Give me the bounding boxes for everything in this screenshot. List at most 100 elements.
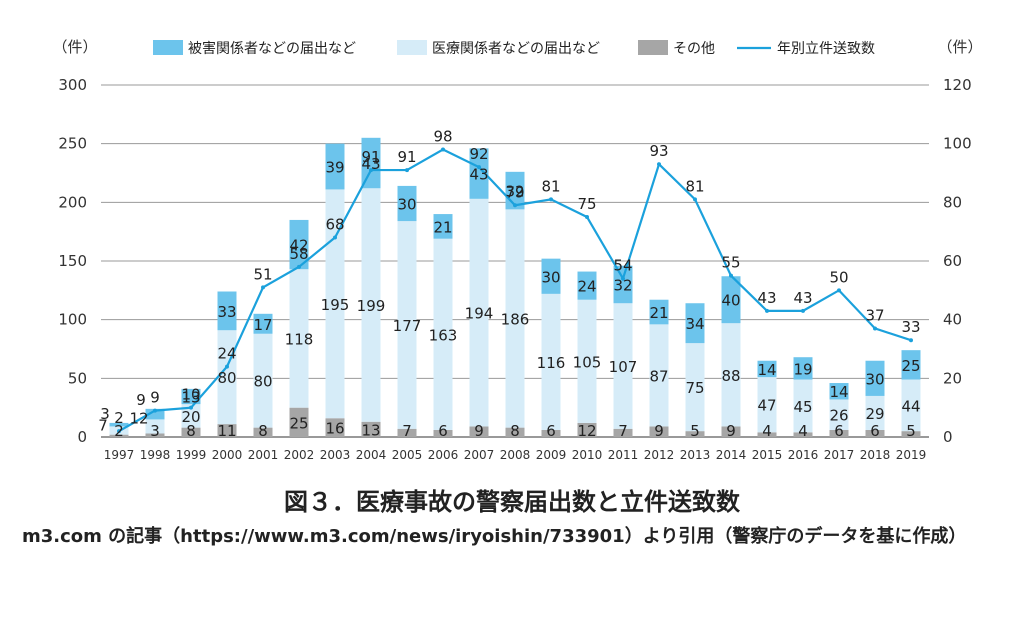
line-value-label: 24 xyxy=(217,345,236,363)
legend-label: 被害関係者などの届出など xyxy=(188,41,356,57)
x-tick-label: 2018 xyxy=(860,448,891,462)
x-tick-label: 2011 xyxy=(608,448,639,462)
legend-swatch xyxy=(638,40,668,55)
bar-segment xyxy=(865,360,885,396)
bar-segment xyxy=(901,350,921,380)
line-value-label: 54 xyxy=(613,257,632,275)
bar-segment xyxy=(757,360,777,378)
bar-segment xyxy=(721,426,741,437)
x-tick-label: 2016 xyxy=(788,448,819,462)
line-value-label: 37 xyxy=(865,306,884,324)
bar-value-label: 9 xyxy=(726,422,736,440)
bar-value-label: 5 xyxy=(690,422,700,440)
y-left-tick-label: 250 xyxy=(58,135,87,153)
bar-value-label: 39 xyxy=(325,159,344,177)
bar-segment xyxy=(181,404,201,428)
y-right-tick-label: 20 xyxy=(943,369,962,387)
bar-segment xyxy=(469,198,489,427)
bar-value-label: 105 xyxy=(573,353,602,371)
bar-segment xyxy=(793,432,813,437)
y-right-tick-label: 80 xyxy=(943,193,962,211)
bar-value-label: 80 xyxy=(217,369,236,387)
bar-segment xyxy=(361,421,381,437)
line-value-label: 79 xyxy=(505,183,524,201)
x-tick-label: 2010 xyxy=(572,448,603,462)
line-value-label: 93 xyxy=(649,142,668,160)
bar-value-label: 4 xyxy=(762,422,772,440)
bar-segment xyxy=(685,431,705,437)
bar-segment xyxy=(649,324,669,427)
bar-value-label: 116 xyxy=(537,354,566,372)
bar-value-label: 194 xyxy=(465,305,494,323)
bar-value-label: 4 xyxy=(798,422,808,440)
bar-value-label: 195 xyxy=(321,296,350,314)
bar-segment xyxy=(757,377,777,433)
bar-value-label: 12 xyxy=(577,422,596,440)
line-point xyxy=(441,147,445,152)
line-value-label: 98 xyxy=(433,128,452,146)
bar-segment xyxy=(685,343,705,432)
bar-segment xyxy=(829,429,849,437)
line-point xyxy=(693,197,697,202)
bar-segment xyxy=(541,293,561,430)
bar-segment xyxy=(649,426,669,437)
bar-segment xyxy=(361,137,381,189)
bar-segment xyxy=(721,323,741,427)
bar-value-label: 30 xyxy=(397,196,416,214)
bar-segment xyxy=(145,419,165,434)
bar-value-label: 19 xyxy=(793,360,812,378)
bar-segment xyxy=(253,313,273,334)
bar-value-label: 44 xyxy=(901,397,920,415)
bar-value-label: 6 xyxy=(546,422,556,440)
line-point xyxy=(621,276,625,281)
bar-value-label: 43 xyxy=(361,155,380,173)
bar-segment xyxy=(613,265,633,304)
bar-segment xyxy=(757,432,777,437)
bar-value-label: 6 xyxy=(438,422,448,440)
y-right-tick-label: 120 xyxy=(943,76,972,94)
bar-segment xyxy=(253,333,273,428)
line-point xyxy=(801,308,805,313)
bar-value-label: 25 xyxy=(901,357,920,375)
bar-value-label: 13 xyxy=(361,421,380,439)
legend-label: 医療関係者などの届出など xyxy=(432,40,600,57)
bar-segment xyxy=(253,427,273,437)
line-point xyxy=(729,273,733,278)
x-tick-label: 2003 xyxy=(320,448,351,462)
bar-value-label: 199 xyxy=(357,297,386,315)
bar-value-label: 177 xyxy=(393,317,422,335)
line-point xyxy=(297,264,301,269)
bar-value-label: 7 xyxy=(618,422,628,440)
x-tick-label: 2017 xyxy=(824,448,855,462)
line-value-label: 75 xyxy=(577,195,596,213)
bar-segment xyxy=(901,379,921,432)
bar-segment xyxy=(829,383,849,400)
bar-value-label: 32 xyxy=(505,183,524,201)
bar-segment xyxy=(145,408,165,420)
line-point xyxy=(873,326,877,331)
line-value-label: 91 xyxy=(361,148,380,166)
y-right-unit: （件） xyxy=(937,38,982,56)
y-left-tick-label: 100 xyxy=(58,311,87,329)
bar-value-label: 21 xyxy=(649,304,668,322)
x-tick-label: 2008 xyxy=(500,448,531,462)
bar-value-label: 47 xyxy=(757,397,776,415)
line-point xyxy=(333,235,337,240)
figure-caption: 図３．医療事故の警察届出数と立件送致数 xyxy=(284,488,740,516)
bar-value-label: 75 xyxy=(685,379,704,397)
x-tick-label: 2002 xyxy=(284,448,315,462)
bar-segment xyxy=(433,238,453,430)
line-value-label: 81 xyxy=(685,177,704,195)
bar-value-label: 33 xyxy=(217,303,236,321)
bar-value-label: 6 xyxy=(834,422,844,440)
bar-segment xyxy=(577,271,597,300)
bar-value-label: 16 xyxy=(325,420,344,438)
bar-value-label: 29 xyxy=(865,405,884,423)
bar-value-label: 9 xyxy=(136,391,146,409)
x-tick-label: 1999 xyxy=(176,448,207,462)
bar-value-label: 186 xyxy=(501,310,530,328)
bar-segment xyxy=(577,422,597,437)
bar-segment xyxy=(469,426,489,437)
x-tick-label: 2004 xyxy=(356,448,387,462)
bar-segment xyxy=(649,299,669,325)
